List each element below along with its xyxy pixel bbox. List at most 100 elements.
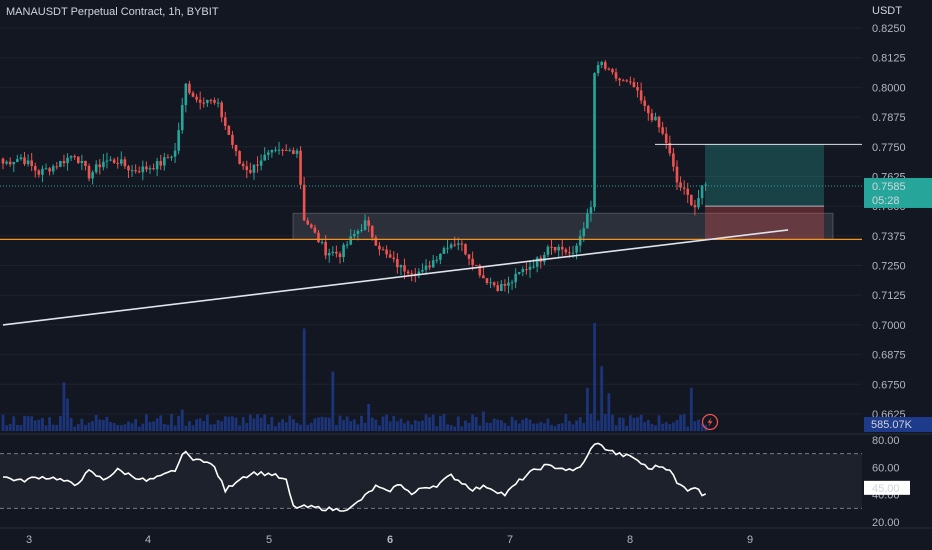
candle-body [528,266,532,270]
candle-body [37,170,41,175]
volume-bar [295,422,299,431]
volume-bar [467,422,471,431]
volume-bar [542,423,546,431]
volume-bar [489,422,492,431]
countdown: 05:28 [872,195,900,207]
volume-bar [1,414,5,431]
volume-bar [84,425,87,431]
volume-bar [105,416,109,431]
candle-body [611,69,614,73]
candle-body [202,102,206,104]
volume-bar [521,419,525,431]
candle-body [496,285,500,292]
candle-body [453,244,457,246]
volume-bar [628,415,632,431]
take-profit-zone [705,144,824,207]
price-tick: 0.7250 [872,261,906,273]
volume-bar [525,417,528,431]
volume-bar [600,366,604,431]
candle-body [87,166,91,179]
candle-body [410,273,413,275]
time-axis[interactable]: 3 4 5 6 7 8 9 [26,534,753,546]
rsi-band [0,453,862,509]
volume-bar [639,414,643,431]
candle-body [406,271,410,274]
candlestick-series [1,60,707,294]
candle-body [517,272,521,274]
volume-bar [137,426,141,431]
candle-body [19,157,23,160]
rsi-value: 45.00 [872,483,900,495]
volume-bar [241,417,245,431]
candle-body [245,166,249,171]
volume-bar [159,415,163,431]
volume-bar [284,422,288,431]
candle-body [120,159,123,164]
volume-bar [266,424,270,431]
price-tick: 0.7000 [872,320,906,332]
candle-body [593,73,596,208]
volume-bar [155,418,159,431]
volume-bar [30,416,34,431]
stop-loss-zone [705,206,824,240]
volume-bar [682,414,686,431]
time-tick: 5 [266,534,272,546]
candle-body [105,160,109,162]
volume-bar [245,423,249,431]
candle-body [679,182,682,188]
lightning-icon[interactable] [701,413,719,431]
candle-body [116,162,120,164]
candle-body [137,171,141,173]
candle-body [575,245,578,253]
volume-bar [259,417,263,431]
candle-body [306,220,310,225]
candle-body [657,116,661,128]
candle-body [263,154,267,161]
volume-bar [234,417,238,431]
volume-bar [442,414,446,431]
candle-body [299,150,302,185]
candle-body [543,254,546,262]
volume-bar [177,415,181,431]
candle-body [335,251,338,254]
volume-bar [66,398,69,431]
candle-body [109,159,112,161]
volume-bar [213,424,216,431]
volume-bar [58,416,62,431]
candle-body [478,265,482,276]
candle-body [148,168,152,170]
volume-bar [668,424,672,431]
volume-bar [417,421,421,431]
price-tick: 0.6750 [872,379,906,391]
volume-bar [112,422,116,431]
volume-bar [424,414,428,431]
volume-bar [474,416,478,431]
volume-bar [130,423,134,431]
candle-body [464,244,467,255]
candle-body [241,163,245,167]
volume-bar [636,417,639,431]
candle-body [621,80,625,82]
candle-body [603,62,607,69]
candle-body [650,113,654,121]
candle-body [327,253,331,256]
candle-body [446,247,449,249]
candle-body [195,96,198,100]
chart-title: MANAUSDT Perpetual Contract, 1h, BYBIT [6,6,219,18]
candle-body [492,282,496,286]
candle-body [155,161,159,170]
volume-bar [76,424,80,431]
volume-bar [593,323,596,431]
price-axis[interactable]: 0.82500.81250.80000.78750.77500.76250.75… [864,23,932,529]
volume-bar [700,423,704,431]
volume-bar [352,419,356,431]
candle-body [281,149,284,151]
volume-bar [478,425,482,431]
candle-body [184,83,188,106]
volume-bar [184,425,188,431]
volume-bar [528,419,532,431]
volume-bar [460,426,464,431]
candle-body [643,100,647,107]
candle-body [62,161,66,164]
